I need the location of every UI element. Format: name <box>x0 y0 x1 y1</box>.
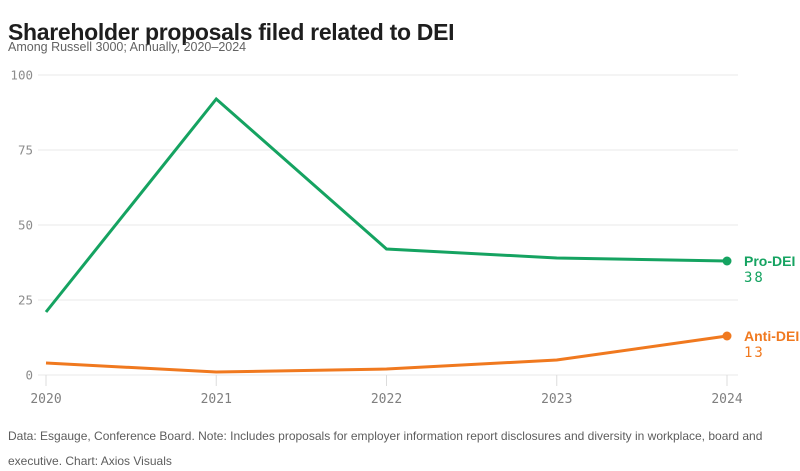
series-end-dot-pro-dei <box>722 256 732 266</box>
series-end-label-anti-dei: Anti-DEI <box>744 328 799 344</box>
x-axis-label-2021: 2021 <box>201 392 232 407</box>
x-axis-label-2020: 2020 <box>30 392 61 407</box>
chart-footer-note: Data: Esgauge, Conference Board. Note: I… <box>8 429 763 468</box>
series-end-value-anti-dei: 13 <box>744 345 765 361</box>
y-axis-label-100: 100 <box>10 68 33 83</box>
x-axis-label-2022: 2022 <box>371 392 402 407</box>
series-line-pro-dei <box>44 96 728 313</box>
series-end-value-pro-dei: 38 <box>744 270 765 286</box>
chart-subtitle: Among Russell 3000; Annually, 2020–2024 <box>8 40 247 54</box>
y-axis-label-25: 25 <box>18 293 33 308</box>
series-end-dot-anti-dei <box>722 331 732 341</box>
x-axis-label-2023: 2023 <box>541 392 572 407</box>
y-axis-label-75: 75 <box>18 143 33 158</box>
series-end-label-pro-dei: Pro-DEI <box>744 253 795 269</box>
y-axis-label-50: 50 <box>18 218 33 233</box>
x-axis-label-2024: 2024 <box>711 392 742 407</box>
series-line-anti-dei <box>45 334 728 374</box>
chart-title: Shareholder proposals filed related to D… <box>8 19 455 46</box>
y-axis-label-0: 0 <box>25 368 33 383</box>
